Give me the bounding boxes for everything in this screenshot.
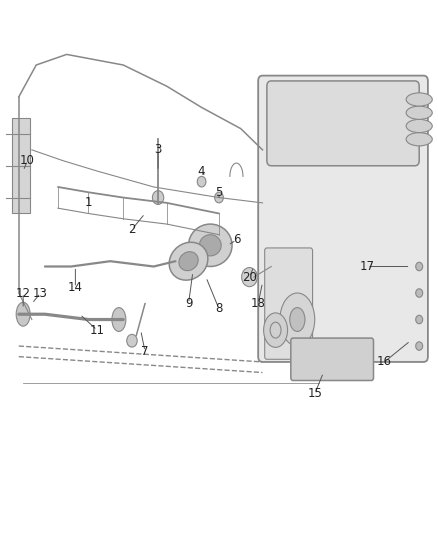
Text: 17: 17 [360,260,374,273]
Circle shape [416,289,423,297]
Ellipse shape [406,133,432,146]
Text: 4: 4 [198,165,205,177]
FancyBboxPatch shape [291,338,374,381]
FancyBboxPatch shape [267,81,419,166]
Ellipse shape [264,313,288,348]
Text: 13: 13 [33,287,48,300]
Ellipse shape [280,293,315,346]
Text: 2: 2 [128,223,136,236]
Circle shape [152,191,164,205]
Ellipse shape [406,93,432,106]
Text: 11: 11 [90,324,105,337]
Text: 12: 12 [16,287,31,300]
Circle shape [416,262,423,271]
Text: 6: 6 [233,233,240,246]
Text: 16: 16 [377,356,392,368]
FancyBboxPatch shape [265,248,313,359]
Text: 15: 15 [307,387,322,400]
Text: 9: 9 [185,297,192,310]
Text: 3: 3 [154,143,162,156]
Ellipse shape [112,308,126,332]
Text: 7: 7 [141,345,149,358]
Circle shape [215,192,223,203]
Text: 20: 20 [242,271,257,284]
Ellipse shape [188,224,232,266]
Ellipse shape [169,242,208,280]
Text: 10: 10 [20,154,35,167]
Text: 1: 1 [85,196,92,209]
Ellipse shape [179,252,198,271]
Circle shape [416,342,423,350]
Bar [12,118,30,214]
Ellipse shape [16,302,30,326]
Ellipse shape [290,308,305,332]
Text: 14: 14 [68,281,83,294]
Circle shape [416,316,423,324]
Ellipse shape [406,106,432,119]
Circle shape [197,176,206,187]
Ellipse shape [199,235,221,256]
FancyBboxPatch shape [258,76,428,362]
Ellipse shape [406,119,432,133]
Text: 8: 8 [215,302,223,316]
Circle shape [242,268,257,287]
Text: 18: 18 [251,297,265,310]
Text: 5: 5 [215,186,223,199]
Circle shape [127,334,137,347]
